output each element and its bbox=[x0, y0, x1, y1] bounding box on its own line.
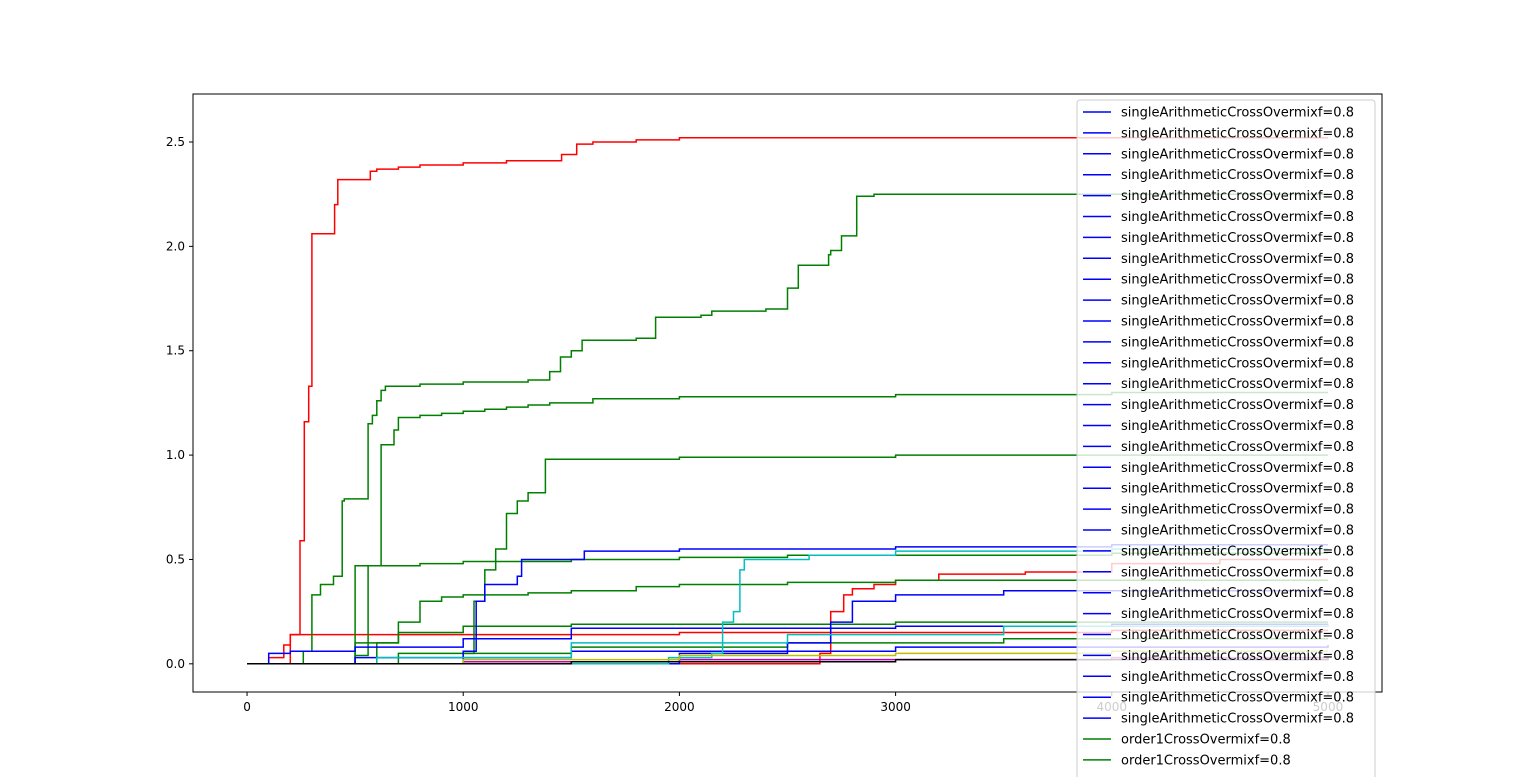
legend: singleArithmeticCrossOvermixf=0.8 singleA… bbox=[1076, 99, 1376, 777]
legend-entry: singleArithmeticCrossOvermixf=0.8 bbox=[1121, 356, 1354, 371]
legend-entry: singleArithmeticCrossOvermixf=0.8 bbox=[1121, 607, 1354, 622]
legend-entry: singleArithmeticCrossOvermixf=0.8 bbox=[1121, 377, 1354, 392]
legend-entry: singleArithmeticCrossOvermixf=0.8 bbox=[1121, 273, 1354, 288]
legend-entry: singleArithmeticCrossOvermixf=0.8 bbox=[1121, 294, 1354, 309]
y-tick-label: 2.5 bbox=[166, 135, 185, 149]
legend-entry: singleArithmeticCrossOvermixf=0.8 bbox=[1121, 482, 1354, 497]
legend-entry: singleArithmeticCrossOvermixf=0.8 bbox=[1121, 461, 1354, 476]
y-tick-label: 0.5 bbox=[166, 552, 185, 566]
y-tick-label: 1.0 bbox=[166, 448, 185, 462]
series-line-14 bbox=[247, 548, 1328, 665]
legend-entry: singleArithmeticCrossOvermixf=0.8 bbox=[1121, 544, 1354, 559]
series-line-9 bbox=[247, 638, 1328, 665]
legend-entry: singleArithmeticCrossOvermixf=0.8 bbox=[1121, 691, 1354, 706]
legend-entry: singleArithmeticCrossOvermixf=0.8 bbox=[1121, 315, 1354, 330]
series-line-0 bbox=[247, 137, 1328, 665]
legend-entry: order1CrossOvermixf=0.8 bbox=[1121, 733, 1291, 748]
legend-entry: order1CrossOvermixf=0.8 bbox=[1121, 753, 1291, 768]
legend-entry: singleArithmeticCrossOvermixf=0.8 bbox=[1121, 189, 1354, 204]
legend-entry: singleArithmeticCrossOvermixf=0.8 bbox=[1121, 335, 1354, 350]
y-tick-label: 0.0 bbox=[166, 657, 185, 671]
plot-frame bbox=[192, 93, 1383, 693]
legend-box bbox=[1076, 99, 1376, 777]
series-line-7 bbox=[247, 579, 1328, 665]
legend-entry: singleArithmeticCrossOvermixf=0.8 bbox=[1121, 147, 1354, 162]
legend-entry: singleArithmeticCrossOvermixf=0.8 bbox=[1121, 168, 1354, 183]
y-axis: 0.0 0.5 1.0 1.5 2.0 2.5 bbox=[166, 135, 193, 671]
legend-entry: singleArithmeticCrossOvermixf=0.8 bbox=[1121, 231, 1354, 246]
legend-entry: singleArithmeticCrossOvermixf=0.8 bbox=[1121, 126, 1354, 141]
series-line-3 bbox=[247, 193, 1328, 665]
y-tick-label: 2.0 bbox=[166, 239, 185, 253]
series-line-10 bbox=[247, 544, 1328, 665]
legend-entry: singleArithmeticCrossOvermixf=0.8 bbox=[1121, 210, 1354, 225]
x-tick-label: 0 bbox=[243, 700, 251, 714]
series-line-5 bbox=[247, 454, 1328, 665]
legend-entry: singleArithmeticCrossOvermixf=0.8 bbox=[1121, 649, 1354, 664]
legend-entry: singleArithmeticCrossOvermixf=0.8 bbox=[1121, 106, 1354, 121]
x-tick-label: 1000 bbox=[448, 700, 479, 714]
legend-entry: singleArithmeticCrossOvermixf=0.8 bbox=[1121, 419, 1354, 434]
legend-entry: singleArithmeticCrossOvermixf=0.8 bbox=[1121, 565, 1354, 580]
x-tick-label: 2000 bbox=[664, 700, 695, 714]
series-line-8 bbox=[247, 621, 1328, 665]
series-line-12 bbox=[247, 623, 1328, 665]
legend-entry: singleArithmeticCrossOvermixf=0.8 bbox=[1121, 524, 1354, 539]
legend-entry: singleArithmeticCrossOvermixf=0.8 bbox=[1121, 252, 1354, 267]
y-tick-label: 1.5 bbox=[166, 344, 185, 358]
legend-entry: singleArithmeticCrossOvermixf=0.8 bbox=[1121, 440, 1354, 455]
legend-entry: singleArithmeticCrossOvermixf=0.8 bbox=[1121, 628, 1354, 643]
legend-entry: singleArithmeticCrossOvermixf=0.8 bbox=[1121, 586, 1354, 601]
legend-entry: singleArithmeticCrossOvermixf=0.8 bbox=[1121, 503, 1354, 518]
legend-entry: singleArithmeticCrossOvermixf=0.8 bbox=[1121, 670, 1354, 685]
x-tick-label: 3000 bbox=[880, 700, 911, 714]
legend-entry: singleArithmeticCrossOvermixf=0.8 bbox=[1121, 398, 1354, 413]
legend-entry: singleArithmeticCrossOvermixf=0.8 bbox=[1121, 712, 1354, 727]
